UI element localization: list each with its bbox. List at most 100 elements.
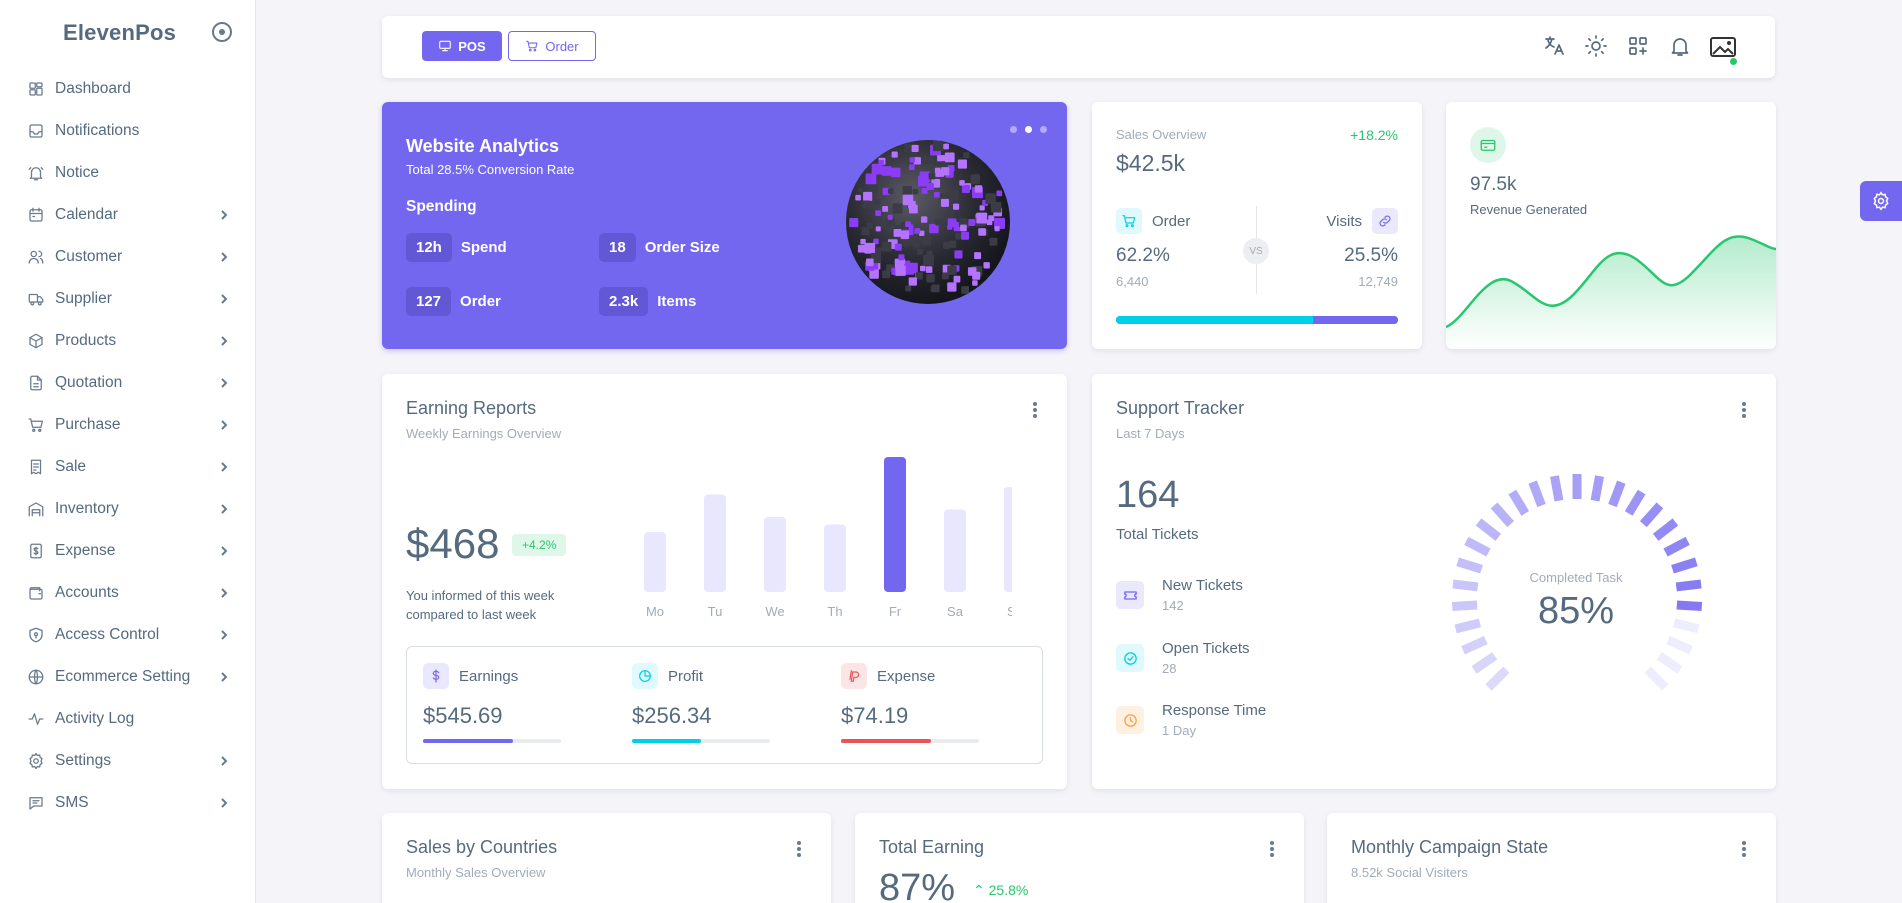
expense-progress	[841, 739, 979, 743]
link-icon	[1372, 208, 1398, 234]
sidebar-item-quotation[interactable]: Quotation	[0, 362, 256, 404]
sidebar-item-calendar[interactable]: Calendar	[0, 194, 256, 236]
chevron-right-icon	[218, 460, 230, 472]
earning-note: You informed of this week compared to la…	[406, 588, 555, 622]
stat-value: 18	[599, 233, 636, 262]
visits-percent: 25.5%	[1344, 245, 1398, 266]
sphere-illustration	[846, 140, 1010, 304]
theme-customizer-button[interactable]	[1860, 181, 1902, 221]
chevron-right-icon	[218, 670, 230, 682]
expense-amount: $74.19	[841, 703, 909, 728]
sidebar-menu: Dashboard Notifications Notice Calendar Cust…	[0, 68, 256, 824]
stat-label: Spend	[460, 239, 507, 256]
stat-items: 2.3k Items	[599, 287, 696, 316]
gauge-segment	[1454, 618, 1481, 634]
sidebar-item-label: Sale	[55, 458, 87, 475]
more-options-icon[interactable]	[1736, 400, 1752, 420]
total-earning-percent: 87%	[879, 867, 956, 903]
sidebar-item-products[interactable]: Products	[0, 320, 256, 362]
sidebar-item-customer[interactable]: Customer	[0, 236, 256, 278]
sidebar-item-notifications[interactable]: Notifications	[0, 110, 256, 152]
vs-badge: VS	[1243, 238, 1269, 264]
gauge-segment	[1644, 666, 1669, 691]
file-icon	[27, 374, 45, 392]
sidebar-item-label: Accounts	[55, 584, 119, 601]
sidebar-item-settings[interactable]: Settings	[0, 740, 256, 782]
carousel-dot[interactable]	[1010, 126, 1017, 133]
total-earning-title: Total Earning	[879, 837, 985, 857]
gauge-segment	[1456, 557, 1483, 574]
analytics-section-title: Spending	[406, 198, 477, 215]
sidebar-item-label: SMS	[55, 794, 89, 811]
truck-icon	[27, 290, 45, 308]
carousel-dot-active[interactable]	[1025, 126, 1032, 133]
bar-tu	[704, 494, 726, 592]
bar-label-th: Th	[827, 604, 842, 619]
stat-label: Items	[657, 293, 697, 310]
notification-bell-icon[interactable]	[1668, 34, 1692, 58]
carousel-dot[interactable]	[1040, 126, 1047, 133]
carousel-indicators[interactable]	[1010, 126, 1047, 133]
sidebar-item-sms[interactable]: SMS	[0, 782, 256, 824]
bar-label-tu: Tu	[708, 604, 723, 619]
sidebar-item-sale[interactable]: Sale	[0, 446, 256, 488]
order-button[interactable]: Order	[508, 31, 596, 61]
sidebar-item-access-control[interactable]: Access Control	[0, 614, 256, 656]
dollar-icon	[423, 663, 449, 689]
order-button-label: Order	[545, 38, 579, 54]
sun-icon[interactable]	[1584, 34, 1608, 58]
chevron-right-icon	[218, 376, 230, 388]
sidebar-item-supplier[interactable]: Supplier	[0, 278, 256, 320]
weekly-earnings-bar-chart: Mo Tu We Th Fr Sa Su	[644, 457, 1012, 619]
ticket-row-open: Open Tickets 28	[1116, 640, 1250, 676]
stat-order-size: 18 Order Size	[599, 233, 720, 262]
sidebar-item-notice[interactable]: Notice	[0, 152, 256, 194]
earning-amount: $468	[406, 520, 500, 567]
gauge-segment	[1671, 557, 1698, 574]
monthly-campaign-title: Monthly Campaign State	[1351, 837, 1549, 857]
sidebar-item-accounts[interactable]: Accounts	[0, 572, 256, 614]
gear-icon	[27, 752, 45, 770]
total-tickets-value: 164	[1116, 474, 1180, 516]
earning-summary-box: Earnings $545.69 Profit $256.34 Expense	[406, 646, 1043, 764]
order-label: Order	[1152, 212, 1191, 230]
chevron-right-icon	[218, 544, 230, 556]
sidebar-item-label: Notice	[55, 164, 99, 181]
credit-card-icon	[1470, 127, 1506, 163]
grid-plus-icon[interactable]	[1626, 34, 1650, 58]
translate-icon[interactable]	[1542, 34, 1566, 58]
pos-button[interactable]: POS	[422, 31, 502, 61]
bar-we	[764, 517, 786, 592]
brand-logo[interactable]: ElevenPos	[63, 20, 177, 45]
sidebar-item-label: Inventory	[55, 500, 119, 517]
dashboard-icon	[27, 80, 45, 98]
support-tracker-title: Support Tracker	[1116, 398, 1245, 418]
gauge-segment	[1475, 518, 1502, 541]
order-percent: 62.2%	[1116, 245, 1170, 266]
bar-th	[824, 524, 846, 592]
sidebar-item-inventory[interactable]: Inventory	[0, 488, 256, 530]
order-progress-fill	[1116, 316, 1314, 324]
user-avatar[interactable]	[1708, 32, 1738, 62]
chevron-right-icon	[218, 292, 230, 304]
sales-amount: $42.5k	[1116, 150, 1186, 176]
sidebar-item-ecommerce-setting[interactable]: Ecommerce Setting	[0, 656, 256, 698]
total-earning-change: ⌃ 25.8%	[973, 882, 1028, 899]
cart-icon	[27, 416, 45, 434]
earning-change-badge: +4.2%	[512, 534, 567, 556]
sidebar-item-purchase[interactable]: Purchase	[0, 404, 256, 446]
more-options-icon[interactable]	[791, 839, 807, 859]
sales-overview-label: Sales Overview	[1116, 127, 1207, 142]
sidebar-item-dashboard[interactable]: Dashboard	[0, 68, 256, 110]
sidebar-item-activity-log[interactable]: Activity Log	[0, 698, 256, 740]
more-options-icon[interactable]	[1736, 839, 1752, 859]
more-options-icon[interactable]	[1264, 839, 1280, 859]
profit-progress-fill	[632, 739, 701, 743]
chevron-right-icon	[218, 418, 230, 430]
total-earning-card: Total Earning 87% ⌃ 25.8%	[855, 813, 1304, 903]
sidebar-toggle-icon[interactable]	[212, 22, 232, 42]
more-options-icon[interactable]	[1027, 400, 1043, 420]
gauge-segment	[1624, 489, 1646, 516]
ticket-label: New Tickets	[1162, 577, 1243, 594]
sidebar-item-expense[interactable]: Expense	[0, 530, 256, 572]
